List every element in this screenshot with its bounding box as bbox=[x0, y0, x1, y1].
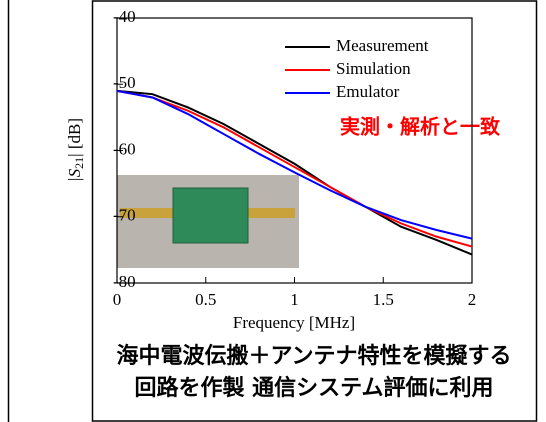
y-tick-label: -40 bbox=[113, 7, 136, 26]
x-tick-label: 0.5 bbox=[195, 290, 216, 309]
caption-line: 回路を作製 通信システム評価に利用 bbox=[134, 375, 493, 401]
x-tick-label: 1.5 bbox=[373, 290, 394, 309]
x-tick-label: 0 bbox=[113, 290, 122, 309]
y-label-suffix: | [dB] bbox=[65, 118, 84, 157]
legend-label: Measurement bbox=[336, 36, 429, 55]
y-label-subscript: 21 bbox=[72, 157, 86, 169]
annotation: 実測・解析と一致 bbox=[340, 115, 501, 139]
x-tick-label: 1 bbox=[290, 290, 299, 309]
legend-label: Emulator bbox=[336, 82, 400, 101]
y-tick-label: -70 bbox=[113, 206, 136, 225]
slide: 実測・解析と一致 Frequency [MHz] |S21| [dB] 海中電波… bbox=[0, 0, 546, 422]
x-tick-label: 2 bbox=[468, 290, 477, 309]
y-tick-label: -50 bbox=[113, 73, 136, 92]
caption-line: 海中電波伝搬＋アンテナ特性を模擬する bbox=[116, 343, 511, 369]
legend-label: Simulation bbox=[336, 59, 411, 78]
y-label-prefix: |S bbox=[65, 168, 84, 182]
photo-inset bbox=[117, 175, 299, 268]
y-tick-label: -60 bbox=[113, 139, 136, 158]
x-axis-label: Frequency [MHz] bbox=[233, 313, 355, 332]
y-tick-label: -80 bbox=[113, 272, 136, 291]
y-axis-label: |S21| [dB] bbox=[65, 118, 86, 182]
